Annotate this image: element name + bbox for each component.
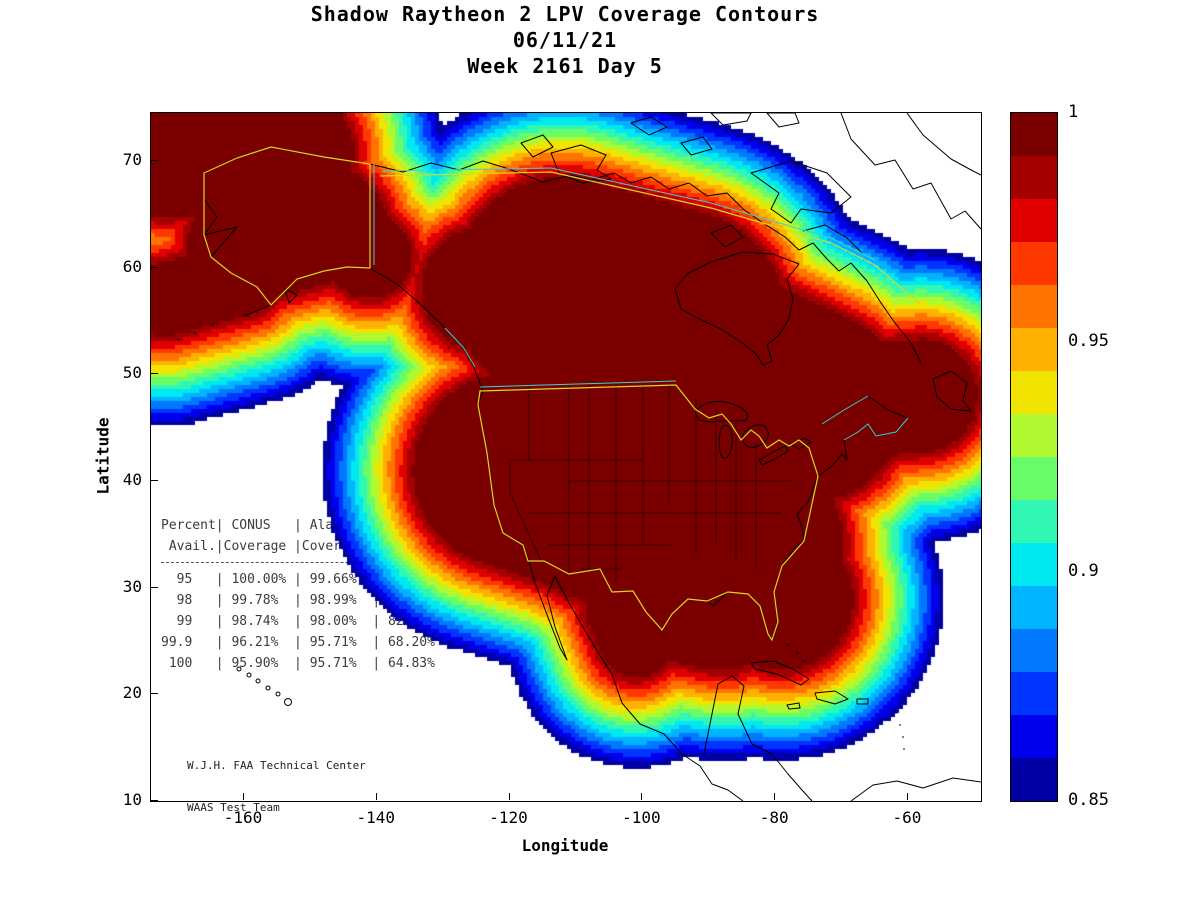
y-tick-mark [151,586,158,588]
x-axis-label: Longitude [521,836,609,855]
y-tick-mark [151,266,158,268]
credit-line-2: WAAS Test Team [187,801,280,814]
plot-title: Shadow Raytheon 2 LPV Coverage Contours [310,2,820,26]
x-tick-label: -80 [759,808,789,827]
colorbar-band [1011,414,1057,457]
colorbar-band [1011,156,1057,199]
colorbar-band [1011,629,1057,672]
colorbar-band [1011,715,1057,758]
colorbar-band [1011,586,1057,629]
y-tick-mark [151,160,158,161]
x-tick-mark [508,793,510,800]
plot-date: 06/11/21 [512,28,618,52]
x-tick-label: -120 [489,808,528,827]
y-tick-mark [151,693,158,695]
colorbar [1010,112,1058,802]
map-plot-area: Percent| CONUS | Alaska | Canada Avail.|… [150,112,982,814]
colorbar-tick-label: 1 [1068,102,1079,122]
colorbar-tick-label: 0.9 [1068,560,1099,581]
colorbar-band [1011,672,1057,715]
colorbar-tick-label: 0.85 [1068,790,1109,810]
colorbar-band [1011,500,1057,543]
colorbar-band [1011,758,1057,801]
y-tick-label: 30 [122,576,142,596]
coverage-contour-canvas [151,113,981,801]
x-tick-label: -60 [892,808,922,827]
colorbar-gradient [1011,113,1057,801]
colorbar-band [1011,113,1057,156]
y-tick-label: 60 [122,256,142,276]
y-tick-label: 40 [122,470,142,489]
plot-week-day: Week 2161 Day 5 [467,54,663,78]
y-tick-mark [151,800,158,801]
y-tick-mark [151,373,158,375]
colorbar-band [1011,285,1057,328]
y-tick-label: 70 [122,150,142,169]
colorbar-tick-label: 0.95 [1068,331,1109,352]
y-tick-label: 50 [122,363,142,383]
colorbar-band [1011,328,1057,371]
x-tick-mark [375,793,377,800]
colorbar-band [1011,199,1057,242]
x-tick-mark [774,793,776,800]
x-tick-mark [641,793,643,800]
colorbar-band [1011,543,1057,586]
x-tick-label: -100 [622,808,661,827]
y-tick-label: 20 [122,683,142,703]
y-tick-mark [151,480,158,481]
x-tick-mark [242,793,244,800]
x-tick-label: -160 [223,808,263,827]
y-tick-label: 10 [122,790,142,809]
colorbar-band [1011,371,1057,414]
x-tick-mark [906,793,908,800]
colorbar-band [1011,457,1057,500]
colorbar-band [1011,242,1057,285]
x-tick-label: -140 [356,808,396,827]
